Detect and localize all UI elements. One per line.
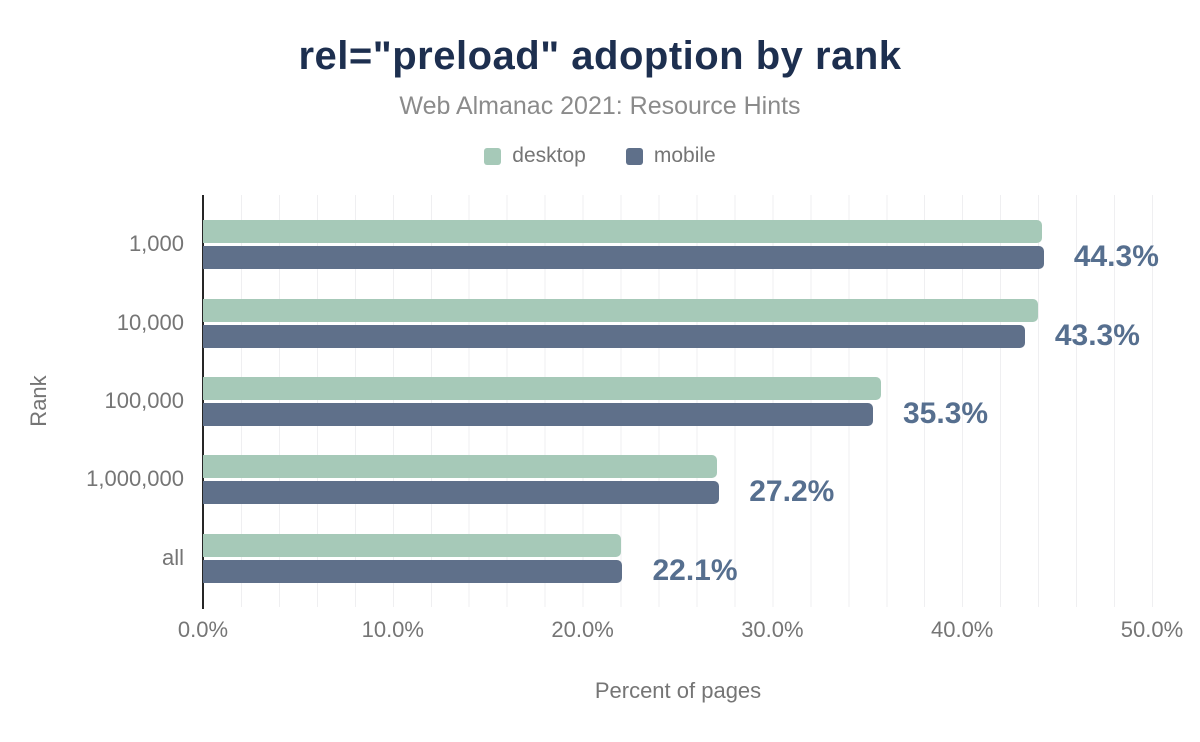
chart-subtitle: Web Almanac 2021: Resource Hints	[399, 92, 801, 120]
mobile-bar[interactable]	[203, 324, 1025, 348]
x-axis-tick-label: 0.0%	[177, 617, 229, 642]
bar-value-label: 44.3%	[1073, 240, 1159, 274]
y-axis-line	[202, 195, 204, 609]
bar-value-label: 35.3%	[902, 397, 989, 430]
mobile-bar[interactable]	[203, 559, 623, 583]
legend-item-mobile[interactable]: mobile	[625, 144, 716, 168]
x-axis-tick-label: 30.0%	[741, 617, 804, 642]
x-axis-tick-label: 20.0%	[551, 617, 614, 642]
desktop-series-swatch-icon	[484, 147, 502, 165]
legend-label-mobile: mobile	[653, 144, 716, 167]
mobile-bar[interactable]	[203, 246, 1044, 270]
y-category-label: all	[161, 544, 184, 570]
y-category-label: 10,000	[116, 309, 184, 335]
x-axis-tick-label: 50.0%	[1120, 617, 1184, 642]
mobile-bar[interactable]	[203, 481, 720, 505]
legend-item-desktop[interactable]: desktop	[484, 144, 586, 168]
legend: desktop mobile	[0, 144, 1200, 168]
y-category-label: 1,000,000	[86, 466, 184, 492]
x-axis-tick-label: 10.0%	[361, 617, 424, 642]
y-category-label: 100,000	[104, 388, 184, 413]
desktop-bar[interactable]	[203, 298, 1039, 322]
y-category-label: 1,000	[128, 231, 184, 257]
legend-label-desktop: desktop	[512, 144, 586, 167]
desktop-bar[interactable]	[203, 220, 1042, 244]
x-axis-tick-label: 40.0%	[930, 617, 994, 642]
desktop-bar[interactable]	[203, 533, 621, 557]
desktop-bar[interactable]	[203, 455, 718, 479]
mobile-series-swatch-icon	[625, 147, 643, 165]
bar-value-label: 27.2%	[749, 475, 835, 509]
bar-value-label: 22.1%	[652, 553, 738, 587]
chart-title: rel="preload" adoption by rank	[298, 34, 902, 78]
desktop-bar[interactable]	[203, 377, 881, 400]
x-axis-title: Percent of pages	[594, 678, 762, 703]
mobile-bar[interactable]	[203, 403, 873, 426]
bar-value-label: 43.3%	[1054, 318, 1140, 352]
